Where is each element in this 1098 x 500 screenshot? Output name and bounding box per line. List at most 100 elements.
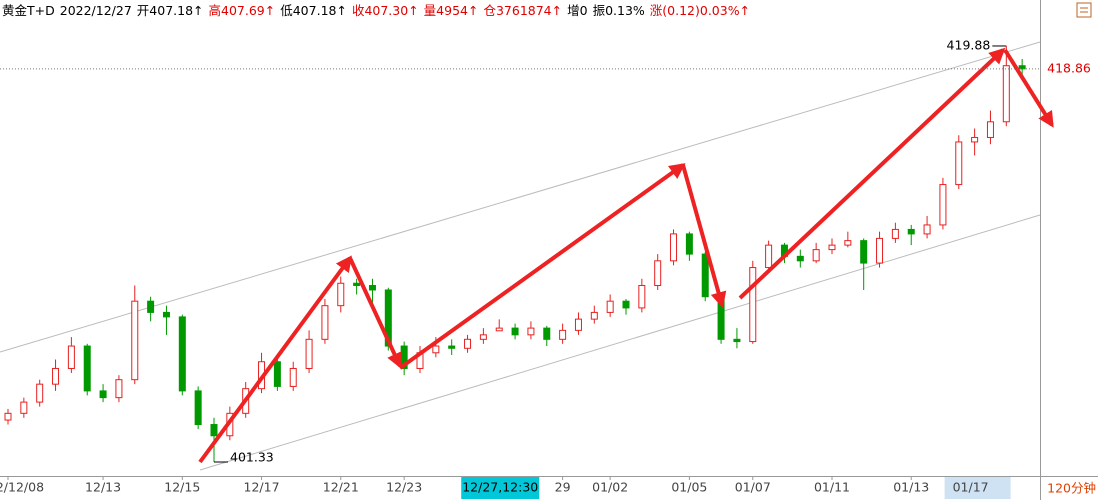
candle-body: [796, 255, 804, 262]
candle-body: [353, 282, 361, 286]
x-tick-label: 2022/12/08: [0, 480, 44, 495]
cursor-box: [461, 477, 540, 499]
x-tick-label: 29: [555, 480, 571, 495]
info-item: 开407.18↑: [137, 3, 204, 18]
candle-body: [876, 237, 884, 264]
candle-body: [939, 184, 947, 226]
info-item: 振0.13%: [593, 3, 645, 18]
candle-body: [479, 334, 487, 340]
candle-body: [99, 390, 107, 399]
trend-arrow: [398, 163, 686, 370]
candle-body: [654, 260, 662, 286]
channel-line: [0, 41, 1041, 353]
candle-body: [986, 121, 994, 138]
candle-body: [1002, 65, 1010, 123]
menu-icon[interactable]: [1076, 2, 1092, 18]
info-bar: 黄金T+D 2022/12/27 开407.18↑ 高407.69↑ 低407.18↑ 收…: [2, 3, 750, 18]
trend-arrow: [681, 164, 727, 309]
candle-body: [622, 300, 630, 309]
info-item: 增0: [567, 3, 588, 18]
x-tick-label: 01/07: [735, 480, 771, 495]
x-tick-label: 12/15: [164, 480, 200, 495]
candle-body: [590, 311, 598, 320]
trend-arrow: [1003, 48, 1054, 128]
x-tick-label: 12/13: [85, 480, 121, 495]
candle-body: [1018, 65, 1026, 70]
candle-body: [384, 289, 392, 347]
candle-body: [289, 367, 297, 387]
x-tick-highlight: [944, 477, 1011, 499]
low-label: 401.33: [230, 449, 274, 464]
candle-body: [685, 233, 693, 255]
x-tick-label: 01/05: [671, 480, 707, 495]
candle-body: [162, 311, 170, 318]
candle-body: [368, 284, 376, 291]
candle-body: [432, 345, 440, 354]
high-label: 419.88: [947, 37, 991, 52]
x-tick-label: 01/13: [893, 480, 929, 495]
candle-body: [923, 224, 931, 235]
candle-body: [828, 244, 836, 251]
x-tick-label: 01/02: [592, 480, 628, 495]
cursor-label: 12/27,12:30: [462, 480, 538, 495]
candle-body: [115, 379, 123, 399]
x-tick-label: 01/11: [814, 480, 850, 495]
candle-body: [305, 338, 313, 369]
candle-body: [955, 141, 963, 186]
candle-body: [860, 240, 868, 264]
x-tick-label: 01/17: [953, 480, 989, 495]
channel-line: [199, 214, 1041, 471]
candle-body: [765, 244, 773, 269]
candle-body: [321, 305, 329, 340]
info-item: 2022/12/27: [60, 3, 132, 18]
candle-body: [733, 338, 741, 343]
candle-body: [844, 240, 852, 246]
candle-body: [273, 361, 281, 387]
candle-body: [749, 267, 757, 343]
candle-body: [52, 367, 60, 385]
x-tick-label: 12/21: [323, 480, 359, 495]
info-item: 涨(0.12)0.03%↑: [650, 3, 750, 18]
trend-arrows: [198, 47, 1054, 464]
trend-arrow: [198, 255, 352, 464]
candle-body: [448, 345, 456, 349]
candle-body: [36, 383, 44, 403]
candle-body: [4, 412, 12, 421]
candle-body: [701, 253, 709, 298]
candle-body: [464, 338, 472, 349]
candle-body: [147, 300, 155, 313]
candle-body: [131, 300, 139, 381]
candle-body: [178, 316, 186, 392]
candle-body: [907, 228, 915, 235]
candle-body: [574, 318, 582, 331]
candle-body: [638, 284, 646, 309]
info-item: 仓3761874↑: [483, 3, 562, 18]
candle-body: [971, 136, 979, 143]
info-item: 低407.18↑: [280, 3, 347, 18]
candle-body: [559, 329, 567, 340]
info-item: 高407.69↑: [209, 3, 276, 18]
candle-body: [337, 282, 345, 307]
info-item: 量4954↑: [424, 3, 479, 18]
info-item: 黄金T+D: [2, 3, 55, 18]
period-label[interactable]: 120分钟: [1047, 481, 1096, 496]
candle-body: [210, 424, 218, 437]
candle-body: [194, 390, 202, 426]
trend-arrow: [348, 257, 402, 369]
candle-body: [20, 401, 28, 414]
candle-body: [67, 345, 75, 369]
candle-body: [670, 233, 678, 262]
candle-body: [495, 327, 503, 332]
info-item: 收407.30↑: [352, 3, 419, 18]
candle-body: [527, 327, 535, 336]
candle-body: [543, 327, 551, 340]
candle-body: [511, 327, 519, 336]
candle-body: [606, 300, 614, 313]
candle-body: [83, 345, 91, 392]
trend-arrow: [738, 47, 1006, 300]
candle-body: [812, 249, 820, 262]
x-tick-label: 12/17: [244, 480, 280, 495]
last-price-label: 418.86: [1047, 60, 1091, 75]
